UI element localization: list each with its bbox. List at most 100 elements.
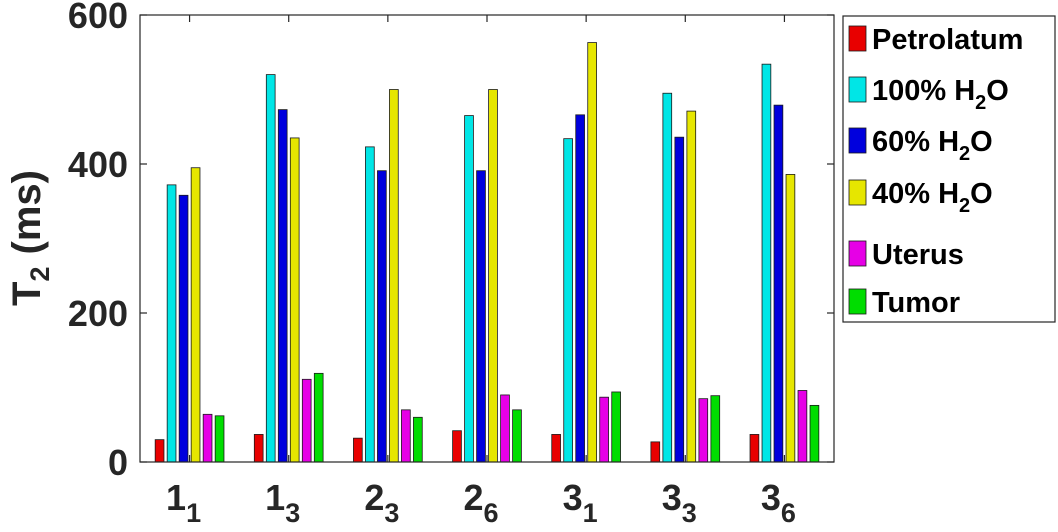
x-tick-label-sub: 1	[583, 498, 598, 528]
bars-group	[154, 42, 820, 463]
bar-40-h2o-6	[785, 174, 796, 463]
bar-100-h2o-3	[464, 115, 474, 463]
x-tick-label: 31	[563, 477, 598, 528]
bar-100-h2o-6	[761, 63, 772, 463]
legend-label-text: 60% H	[872, 126, 959, 158]
bar-60-h2o-4	[575, 114, 585, 463]
legend-label-text: 40% H	[872, 178, 959, 210]
bar-60-h2o-5	[674, 136, 685, 463]
bar-tumor-1	[313, 372, 324, 463]
x-tick-label: 33	[662, 477, 697, 528]
legend-label-after: O	[970, 178, 993, 210]
y-axis: 0 200 400 600	[68, 0, 834, 483]
legend-swatch-40-h2o	[848, 179, 867, 206]
x-tick-label-sub: 6	[484, 498, 499, 528]
y-axis-label: T2 (ms)	[5, 170, 55, 306]
bar-tumor-5	[710, 395, 721, 463]
x-tick-label-main: 1	[265, 477, 285, 518]
bar-60-h2o-2	[377, 170, 387, 463]
x-tick-label-sub: 6	[781, 498, 796, 528]
legend-label-after: O	[970, 126, 993, 158]
bar-petrolatum-5	[650, 441, 661, 463]
legend-swatch-100-h2o	[848, 76, 867, 103]
x-tick-label: 26	[463, 477, 498, 528]
bar-100-h2o-2	[365, 146, 375, 463]
x-tick-label-sub: 1	[186, 498, 201, 528]
bar-uterus-6	[797, 390, 808, 463]
legend-box	[842, 15, 1056, 323]
bar-tumor-2	[413, 416, 423, 463]
x-tick-label: 11	[166, 477, 201, 528]
plot-area-frame	[139, 14, 835, 463]
legend-swatch-60-h2o	[848, 127, 867, 154]
x-tick-label-sub: 3	[285, 498, 300, 528]
bar-100-h2o-5	[662, 92, 673, 463]
legend-label: 100% H2O	[872, 75, 1009, 114]
bar-100-h2o-0	[166, 184, 177, 463]
bar-40-h2o-3	[488, 89, 498, 463]
bar-petrolatum-1	[253, 434, 264, 463]
y-tick-label: 400	[68, 144, 128, 185]
legend-label-after: O	[986, 75, 1009, 107]
bar-petrolatum-6	[749, 434, 760, 463]
bar-tumor-4	[611, 391, 621, 463]
x-tick-label-main: 3	[761, 477, 781, 518]
y-axis-label-unit: (ms)	[5, 170, 49, 254]
legend-label: Petrolatum	[872, 24, 1023, 56]
legend-label: 60% H2O	[872, 126, 993, 165]
bar-tumor-3	[512, 409, 522, 463]
bar-uterus-4	[599, 396, 609, 463]
bar-petrolatum-3	[452, 430, 462, 463]
legend-swatch-uterus	[848, 240, 867, 267]
legend-label-text: Tumor	[872, 287, 960, 319]
bar-petrolatum-2	[353, 437, 363, 463]
y-axis-label-base: T	[5, 282, 49, 306]
y-tick-label: 200	[68, 293, 128, 334]
bar-40-h2o-4	[587, 42, 597, 463]
bar-100-h2o-1	[265, 74, 276, 463]
bar-uterus-1	[301, 378, 312, 463]
y-tick-label: 0	[108, 442, 128, 483]
legend-label: Uterus	[872, 239, 964, 271]
legend-label-text: Petrolatum	[872, 24, 1023, 56]
bar-40-h2o-2	[389, 89, 399, 463]
x-tick-label-main: 2	[463, 477, 483, 518]
x-tick-label-sub: 3	[682, 498, 697, 528]
legend-label-sub: 2	[959, 195, 970, 217]
legend-label-sub: 2	[959, 143, 970, 165]
bar-40-h2o-1	[289, 137, 300, 463]
legend-label-text: 100% H	[872, 75, 975, 107]
bar-60-h2o-1	[277, 109, 288, 463]
bar-tumor-6	[809, 404, 820, 463]
bar-uterus-3	[500, 394, 510, 463]
y-tick-label: 600	[68, 0, 128, 36]
bar-tumor-0	[214, 415, 225, 463]
bar-petrolatum-0	[154, 439, 165, 463]
legend-swatch-tumor	[848, 288, 867, 315]
bar-uterus-5	[698, 398, 709, 463]
x-tick-label-main: 2	[364, 477, 384, 518]
bar-petrolatum-4	[551, 434, 561, 463]
x-tick-label-sub: 3	[384, 498, 399, 528]
bar-uterus-2	[401, 409, 411, 463]
x-tick-label-main: 3	[563, 477, 583, 518]
x-tick-label-main: 3	[662, 477, 682, 518]
bar-uterus-0	[202, 413, 213, 463]
x-tick-label: 36	[761, 477, 796, 528]
x-axis: 11 13 23 26 31 33 36	[166, 15, 796, 528]
y-axis-label-sub: 2	[25, 266, 55, 281]
bar-40-h2o-0	[190, 167, 201, 463]
bar-60-h2o-0	[178, 194, 189, 463]
bar-60-h2o-6	[773, 104, 784, 463]
bar-40-h2o-5	[686, 110, 697, 463]
x-tick-label-main: 1	[166, 477, 186, 518]
x-tick-label: 13	[265, 477, 300, 528]
legend-swatch-petrolatum	[848, 25, 867, 52]
legend-label: 40% H2O	[872, 178, 993, 217]
legend-label-text: Uterus	[872, 239, 964, 271]
legend-label: Tumor	[872, 287, 960, 319]
legend-label-sub: 2	[975, 92, 986, 114]
bar-60-h2o-3	[476, 170, 486, 463]
